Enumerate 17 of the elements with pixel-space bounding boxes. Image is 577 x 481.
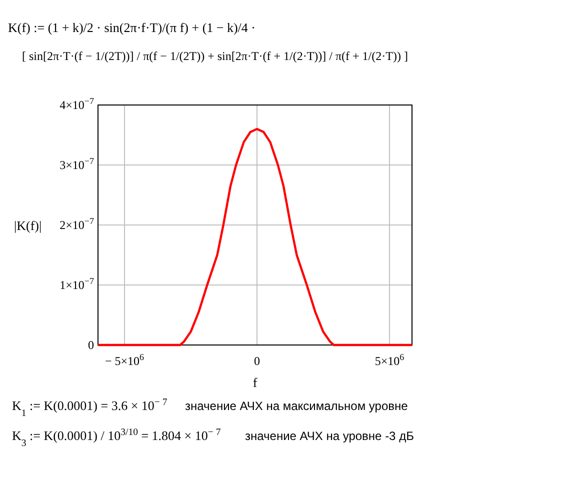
text: [ sin[2π·T·(f − 1/(2T))] / π(f − 1/(2T)) + sin[2π·T·(f + 1/(2·T))] / π(f + 1/(2·T)) ] xyxy=(22,49,408,63)
text: значение АЧХ на максимальном уровне xyxy=(185,399,408,413)
y-tick-label: 1×10$^{−7}$ xyxy=(60,276,94,292)
text: K$_{1}$ := K(0.0001) = 3.6 × 10$^{− 7}$ xyxy=(12,396,168,418)
x-axis-title: f xyxy=(252,375,258,390)
y-tick-label: 4×10$^{−7}$ xyxy=(60,96,94,112)
text: K(f) := (1 + k)/2 · sin(2π·f·T)/(π f) + (1 − k)/4 · xyxy=(8,20,256,35)
text: K$_{3}$ := K(0.0001) / 10$^{3/10}$ = 1.804 × 10$^{− 7}$ xyxy=(12,426,221,448)
y-axis-title: |K(f)| xyxy=(14,218,42,233)
y-tick-label: 2×10$^{−7}$ xyxy=(60,216,94,232)
x-tick-label: 0 xyxy=(254,354,260,368)
y-tick-label: 3×10$^{−7}$ xyxy=(60,156,94,172)
line-series xyxy=(96,128,414,346)
x-tick-label: − 5×10$^{6}$ xyxy=(104,352,145,368)
text: значение АЧХ на уровне -3 дБ xyxy=(245,429,414,443)
y-tick-label: 0 xyxy=(88,338,94,352)
x-tick-label: 5×10$^{6}$ xyxy=(374,352,405,368)
